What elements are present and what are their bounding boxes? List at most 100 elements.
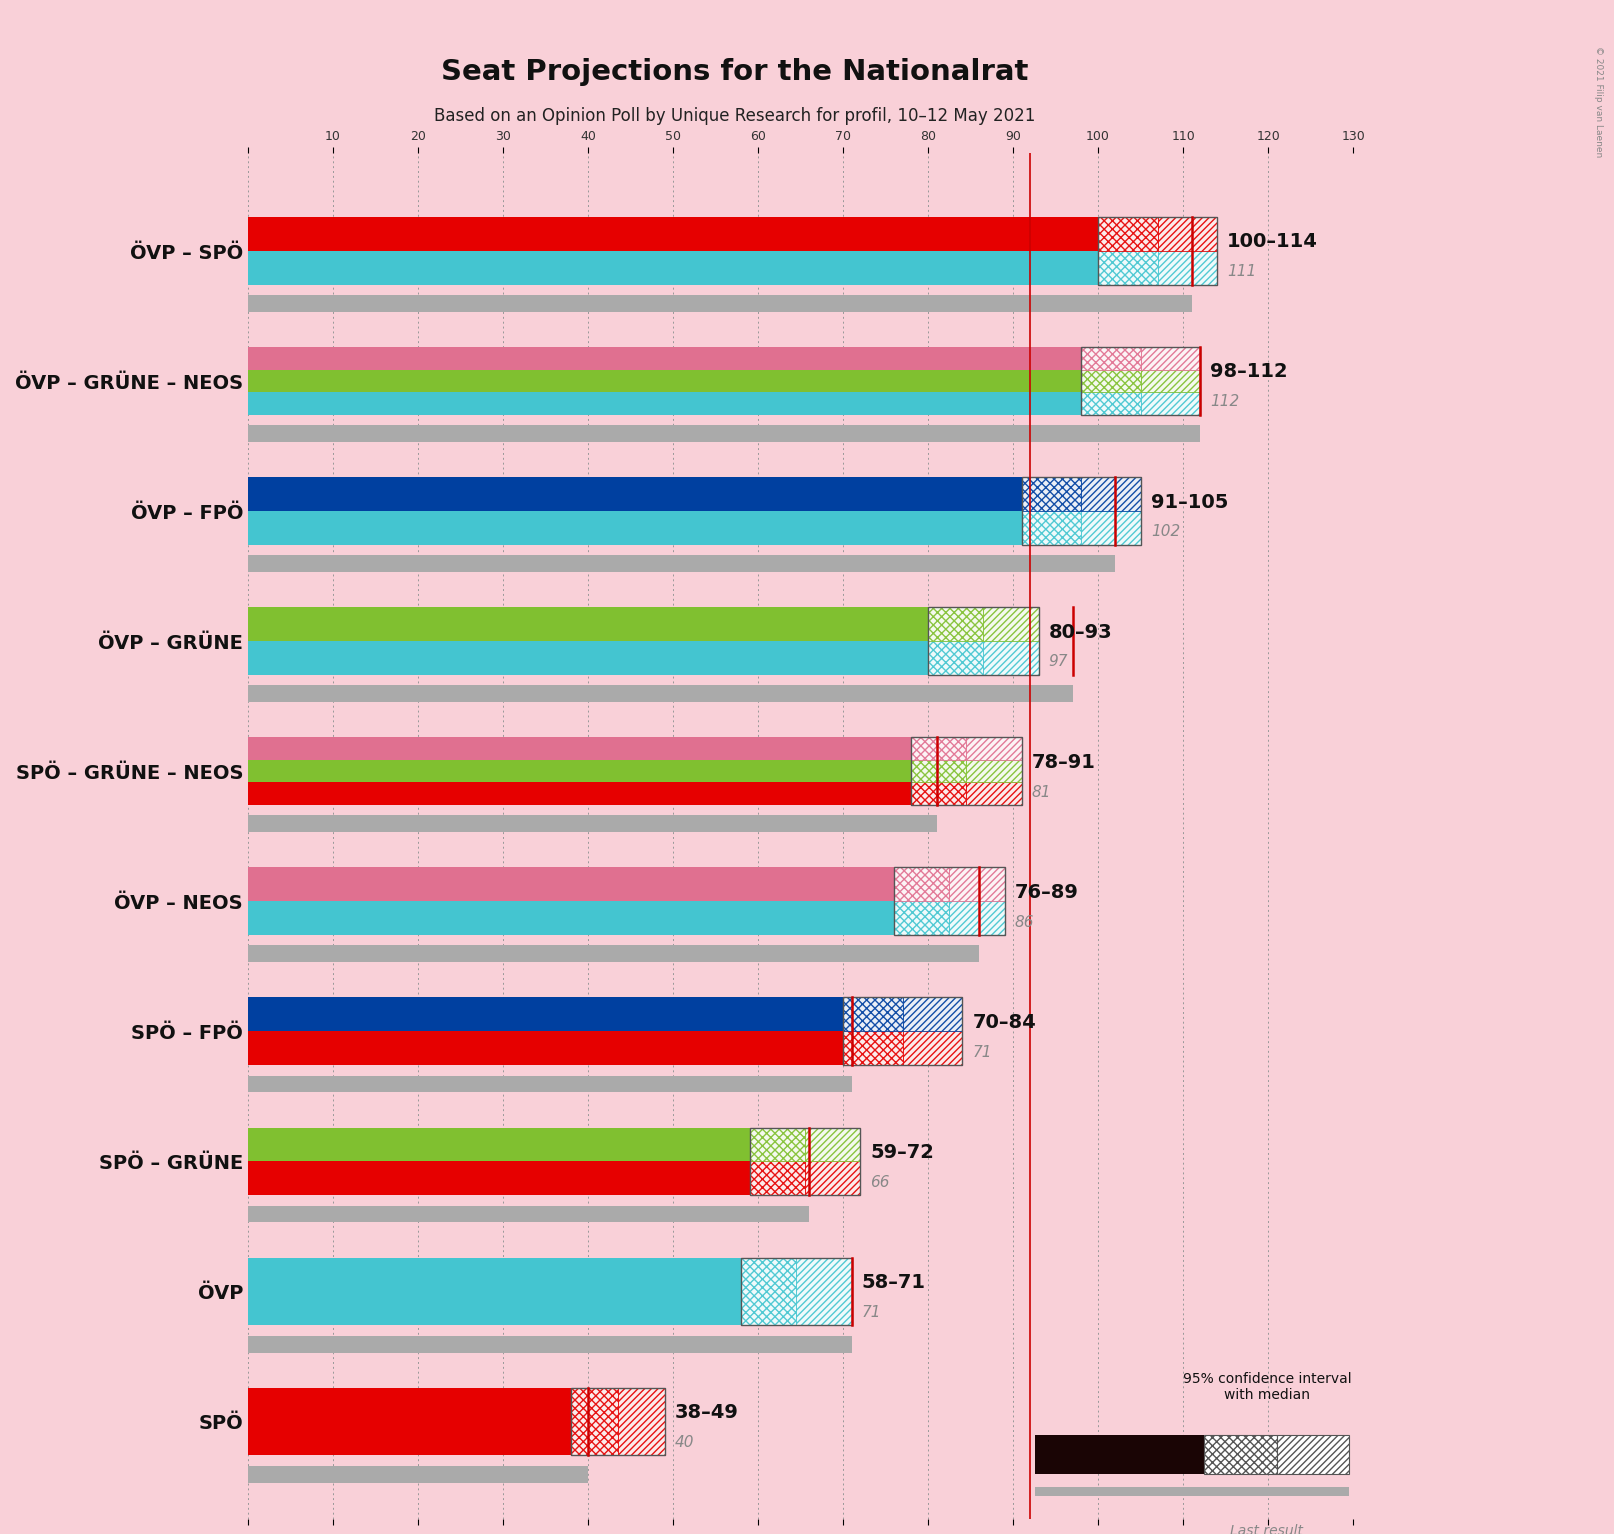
Bar <box>249 997 962 1031</box>
Bar <box>967 738 1022 759</box>
Bar <box>910 782 967 805</box>
Text: 86: 86 <box>1015 914 1035 930</box>
Text: © 2021 Filip van Laenen: © 2021 Filip van Laenen <box>1593 46 1603 158</box>
Bar <box>843 997 962 1065</box>
Text: 40: 40 <box>675 1434 694 1450</box>
Bar <box>249 1336 852 1353</box>
Text: 78–91: 78–91 <box>1031 753 1096 772</box>
Bar <box>1204 1434 1277 1474</box>
Bar <box>1081 347 1201 414</box>
Bar <box>1022 477 1141 545</box>
Bar <box>1157 218 1217 252</box>
Bar <box>571 1388 665 1456</box>
Bar <box>249 607 1038 641</box>
Bar <box>983 607 1038 641</box>
Bar <box>928 641 983 675</box>
Bar <box>1157 252 1217 285</box>
Bar <box>249 1031 962 1065</box>
Bar <box>902 997 962 1031</box>
Text: 91–105: 91–105 <box>1151 492 1228 511</box>
Bar <box>249 759 1022 782</box>
Text: 58–71: 58–71 <box>862 1273 926 1292</box>
Bar <box>796 1258 852 1325</box>
Bar <box>967 759 1022 782</box>
Bar <box>1035 1434 1204 1474</box>
Bar <box>843 997 902 1031</box>
Bar <box>249 816 936 833</box>
Bar <box>249 1127 860 1161</box>
Bar <box>249 1161 860 1195</box>
Bar <box>249 1075 852 1092</box>
Text: 59–72: 59–72 <box>870 1143 935 1161</box>
Text: 112: 112 <box>1210 394 1240 410</box>
Bar <box>894 902 949 936</box>
Bar <box>1022 477 1081 511</box>
Bar <box>741 1258 796 1325</box>
Text: 81: 81 <box>1031 784 1051 799</box>
Text: 66: 66 <box>870 1175 889 1190</box>
Text: 71: 71 <box>862 1305 881 1319</box>
Bar <box>902 1031 962 1065</box>
Bar <box>249 347 1201 370</box>
Bar <box>249 295 1191 311</box>
Bar <box>1022 511 1081 545</box>
Bar <box>249 1206 809 1223</box>
Bar <box>249 425 1201 442</box>
Bar <box>910 759 967 782</box>
Text: 70–84: 70–84 <box>972 1012 1036 1032</box>
Bar <box>249 511 1141 545</box>
Bar <box>249 393 1201 414</box>
Bar <box>805 1161 860 1195</box>
Bar <box>249 641 1038 675</box>
Bar <box>1081 347 1141 370</box>
Text: 95% confidence interval
with median: 95% confidence interval with median <box>1183 1371 1351 1402</box>
Bar <box>1098 252 1157 285</box>
Text: Seat Projections for the Nationalrat: Seat Projections for the Nationalrat <box>441 58 1028 86</box>
Bar <box>741 1258 852 1325</box>
Bar <box>249 782 1022 805</box>
Bar <box>249 370 1201 393</box>
Bar <box>1081 370 1141 393</box>
Bar <box>894 867 949 902</box>
Text: 76–89: 76–89 <box>1015 882 1078 902</box>
Bar <box>249 945 980 962</box>
Bar <box>1141 370 1201 393</box>
Text: 100–114: 100–114 <box>1227 233 1319 252</box>
Text: 102: 102 <box>1151 525 1180 540</box>
Bar <box>618 1388 665 1456</box>
Bar <box>249 477 1141 511</box>
Bar <box>1141 347 1201 370</box>
Bar <box>249 902 1004 936</box>
Bar <box>1035 1486 1349 1505</box>
Bar <box>749 1161 805 1195</box>
Text: 38–49: 38–49 <box>675 1404 739 1422</box>
Bar <box>749 1127 805 1161</box>
Bar <box>249 686 1073 703</box>
Text: Based on an Opinion Poll by Unique Research for profil, 10–12 May 2021: Based on an Opinion Poll by Unique Resea… <box>434 107 1035 126</box>
Bar <box>249 1388 665 1456</box>
Bar <box>249 252 1217 285</box>
Bar <box>1081 393 1141 414</box>
Bar <box>249 867 1004 902</box>
Bar <box>949 902 1004 936</box>
Bar <box>1098 218 1157 252</box>
Bar <box>749 1127 860 1195</box>
Bar <box>571 1388 618 1456</box>
Bar <box>928 607 1038 675</box>
Bar <box>894 867 1004 936</box>
Text: Last result: Last result <box>1230 1523 1304 1534</box>
Bar <box>1141 393 1201 414</box>
Bar <box>949 867 1004 902</box>
Text: 80–93: 80–93 <box>1049 623 1112 641</box>
Bar <box>1277 1434 1349 1474</box>
Bar <box>983 641 1038 675</box>
Bar <box>249 1258 852 1325</box>
Bar <box>249 555 1115 572</box>
Bar <box>910 738 967 759</box>
Bar <box>249 1465 587 1482</box>
Bar <box>249 738 1022 759</box>
Bar <box>967 782 1022 805</box>
Text: 98–112: 98–112 <box>1210 362 1288 382</box>
Bar <box>843 1031 902 1065</box>
Text: 97: 97 <box>1049 655 1068 669</box>
